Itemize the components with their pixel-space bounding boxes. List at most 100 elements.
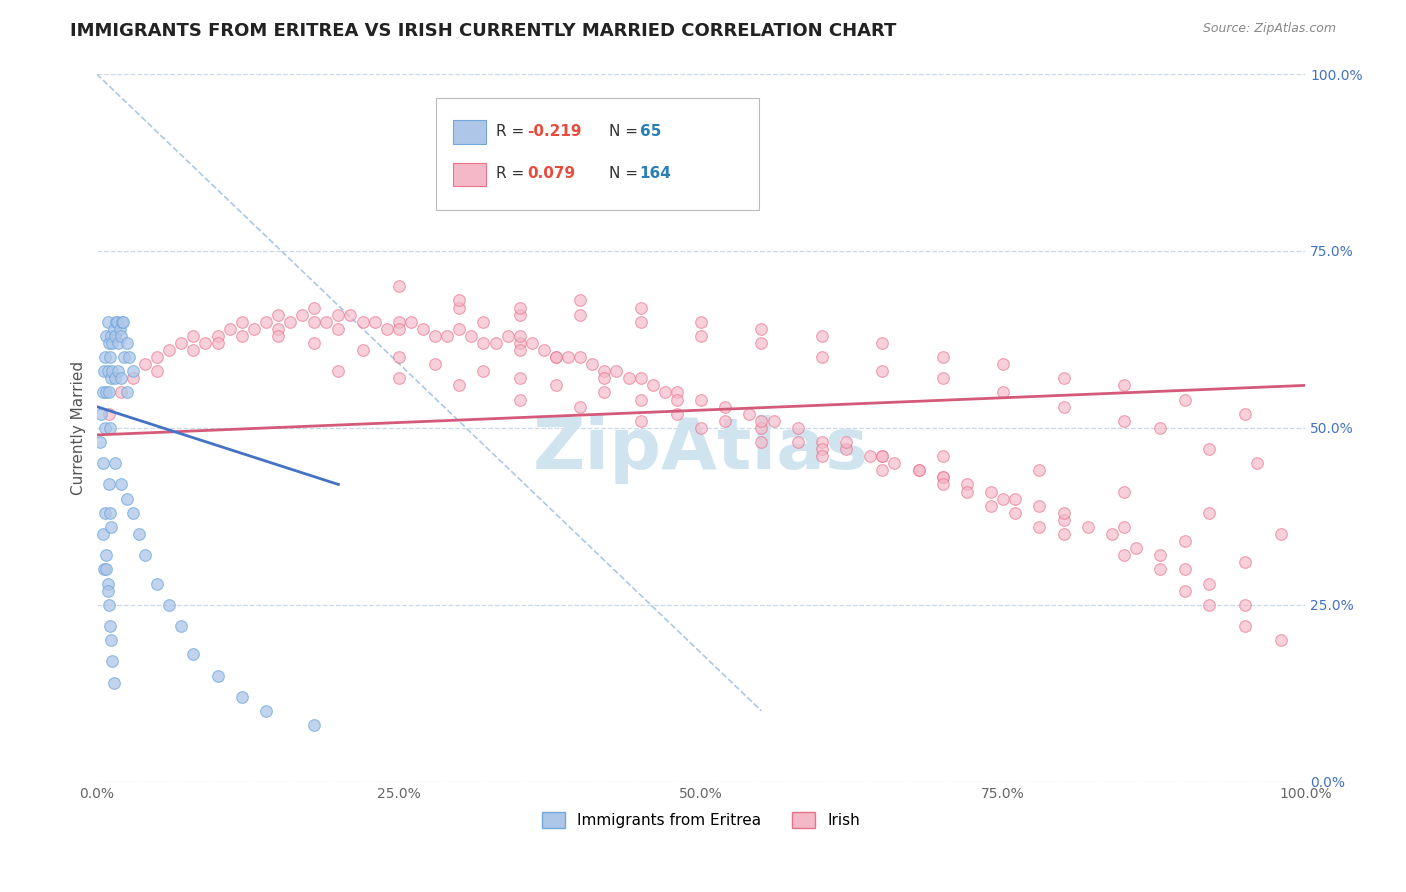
Point bbox=[97, 335, 120, 350]
Point bbox=[328, 364, 350, 378]
Point bbox=[107, 335, 129, 350]
Text: 0.079: 0.079 bbox=[527, 167, 575, 181]
Point bbox=[110, 329, 132, 343]
Point bbox=[1053, 513, 1076, 527]
Point bbox=[690, 392, 713, 407]
Point bbox=[1198, 506, 1220, 520]
Point bbox=[932, 449, 955, 463]
Point bbox=[100, 371, 122, 385]
Point bbox=[872, 449, 894, 463]
Point bbox=[352, 315, 374, 329]
Point bbox=[89, 435, 111, 450]
Y-axis label: Currently Married: Currently Married bbox=[72, 360, 86, 495]
Point bbox=[122, 371, 145, 385]
Point bbox=[98, 421, 121, 435]
Point bbox=[231, 329, 253, 343]
Point bbox=[110, 371, 132, 385]
Point bbox=[315, 315, 337, 329]
Point bbox=[339, 308, 361, 322]
Point bbox=[449, 322, 471, 336]
Point bbox=[654, 385, 676, 400]
Point bbox=[91, 456, 114, 470]
Point bbox=[1233, 555, 1256, 569]
Point bbox=[412, 322, 434, 336]
Point bbox=[872, 335, 894, 350]
Point bbox=[328, 308, 350, 322]
Point bbox=[509, 329, 531, 343]
Point bbox=[1112, 414, 1135, 428]
Point bbox=[472, 364, 495, 378]
Point bbox=[544, 378, 567, 392]
Point bbox=[811, 350, 834, 364]
Point bbox=[751, 414, 773, 428]
Point bbox=[544, 350, 567, 364]
Point bbox=[96, 583, 118, 598]
Text: R =: R = bbox=[496, 167, 530, 181]
Point bbox=[111, 315, 134, 329]
Point bbox=[94, 506, 117, 520]
Point bbox=[835, 442, 858, 456]
Point bbox=[1112, 378, 1135, 392]
Point bbox=[496, 329, 519, 343]
Point bbox=[96, 385, 118, 400]
Point bbox=[352, 343, 374, 357]
Point bbox=[254, 704, 277, 718]
Point bbox=[122, 506, 145, 520]
Point bbox=[183, 343, 205, 357]
Point bbox=[96, 315, 118, 329]
Point bbox=[388, 322, 411, 336]
Point bbox=[207, 335, 229, 350]
Point bbox=[91, 527, 114, 541]
Point bbox=[593, 385, 616, 400]
Point bbox=[449, 293, 471, 308]
Point bbox=[302, 315, 325, 329]
Point bbox=[509, 308, 531, 322]
Point bbox=[907, 463, 929, 477]
Point bbox=[751, 435, 773, 450]
Point bbox=[90, 407, 112, 421]
Point bbox=[593, 371, 616, 385]
Point bbox=[956, 477, 979, 491]
Point bbox=[872, 364, 894, 378]
Point bbox=[423, 329, 446, 343]
Point bbox=[714, 414, 737, 428]
Point bbox=[1233, 407, 1256, 421]
Point bbox=[1028, 499, 1050, 513]
Point bbox=[872, 449, 894, 463]
Point bbox=[811, 329, 834, 343]
Point bbox=[872, 463, 894, 477]
Point bbox=[786, 421, 808, 435]
Point bbox=[134, 548, 156, 562]
Point bbox=[101, 335, 124, 350]
Point bbox=[509, 371, 531, 385]
Point bbox=[993, 385, 1015, 400]
Point bbox=[423, 357, 446, 371]
Point bbox=[96, 576, 118, 591]
Point bbox=[254, 315, 277, 329]
Point bbox=[97, 385, 120, 400]
Point bbox=[509, 335, 531, 350]
Point bbox=[1198, 576, 1220, 591]
Point bbox=[980, 484, 1002, 499]
Point bbox=[110, 477, 132, 491]
Text: Source: ZipAtlas.com: Source: ZipAtlas.com bbox=[1202, 22, 1336, 36]
Point bbox=[104, 456, 127, 470]
Point bbox=[533, 343, 555, 357]
Point bbox=[207, 329, 229, 343]
Text: IMMIGRANTS FROM ERITREA VS IRISH CURRENTLY MARRIED CORRELATION CHART: IMMIGRANTS FROM ERITREA VS IRISH CURRENT… bbox=[70, 22, 897, 40]
Legend: Immigrants from Eritrea, Irish: Immigrants from Eritrea, Irish bbox=[536, 806, 866, 834]
Point bbox=[449, 301, 471, 315]
Point bbox=[1233, 598, 1256, 612]
Point bbox=[1101, 527, 1123, 541]
Point bbox=[630, 301, 652, 315]
Point bbox=[146, 364, 169, 378]
Point bbox=[690, 421, 713, 435]
Point bbox=[96, 548, 118, 562]
Point bbox=[105, 315, 128, 329]
Point bbox=[751, 421, 773, 435]
Point bbox=[157, 343, 180, 357]
Point bbox=[1198, 598, 1220, 612]
Point bbox=[97, 598, 120, 612]
Point bbox=[1053, 506, 1076, 520]
Point bbox=[509, 392, 531, 407]
